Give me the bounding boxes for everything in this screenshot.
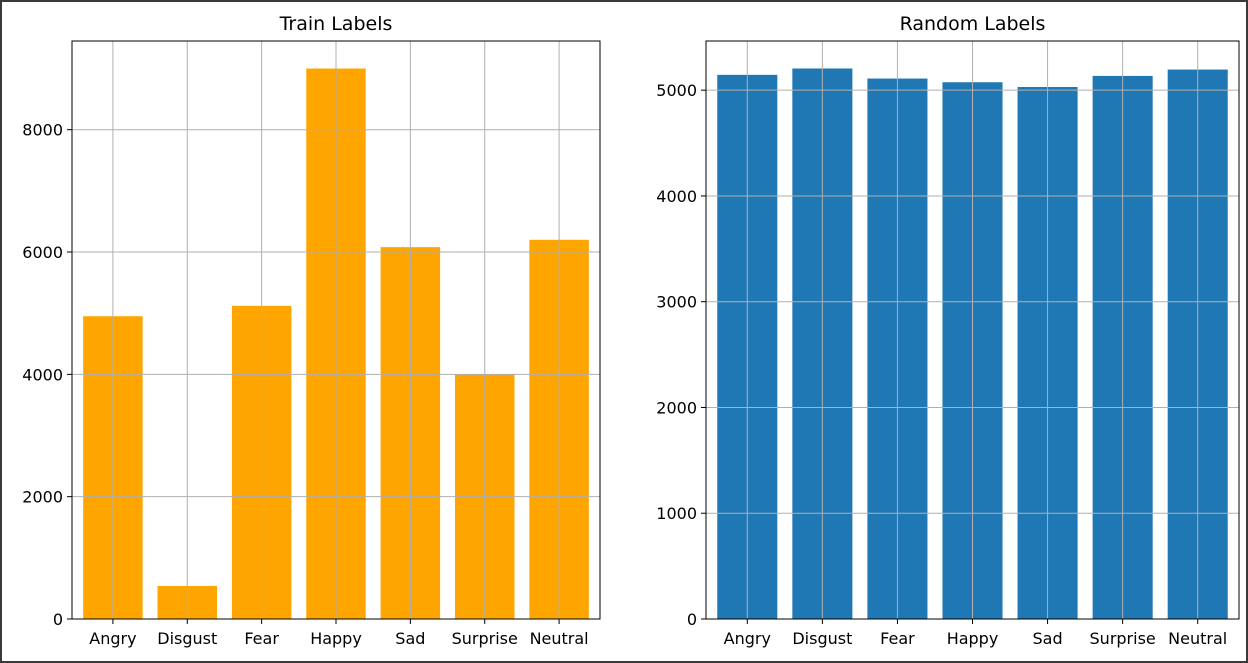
- train-ytick-label: 4000: [22, 365, 63, 384]
- random-ytick-label: 3000: [656, 293, 697, 312]
- train-ytick-label: 8000: [22, 121, 63, 140]
- random-xtick-label-disgust: Disgust: [792, 629, 852, 648]
- random-xtick-label-surprise: Surprise: [1090, 629, 1156, 648]
- train-xtick-label-angry: Angry: [89, 629, 136, 648]
- random-ytick-label: 2000: [656, 398, 697, 417]
- train-ytick-label: 2000: [22, 488, 63, 507]
- random-xtick-label-neutral: Neutral: [1168, 629, 1227, 648]
- train-xtick-label-sad: Sad: [395, 629, 425, 648]
- random-ytick-label: 1000: [656, 504, 697, 523]
- train-ytick-label: 6000: [22, 243, 63, 262]
- random-ytick-label: 4000: [656, 187, 697, 206]
- train-xtick-label-neutral: Neutral: [530, 629, 589, 648]
- random-xtick-label-happy: Happy: [947, 629, 999, 648]
- train-xtick-label-surprise: Surprise: [452, 629, 518, 648]
- train-chart-title: Train Labels: [279, 13, 393, 35]
- left-chart: 0 2000 4000 6000 8000 Angry Disgust Fear Happy Sa…: [22, 13, 601, 648]
- train-xtick-label-disgust: Disgust: [157, 629, 217, 648]
- train-ytick-label: 0: [53, 610, 63, 629]
- random-xtick-label-fear: Fear: [880, 629, 915, 648]
- right-chart: 0 1000 2000 3000 4000 5000 Angry Disgust Fear Hap…: [656, 13, 1240, 648]
- random-ytick-label: 5000: [656, 81, 697, 100]
- random-chart-title: Random Labels: [900, 13, 1046, 35]
- train-xtick-label-happy: Happy: [310, 629, 362, 648]
- train-xtick-label-fear: Fear: [244, 629, 279, 648]
- random-ytick-label: 0: [687, 610, 697, 629]
- random-xtick-label-angry: Angry: [724, 629, 771, 648]
- random-xtick-label-sad: Sad: [1033, 629, 1063, 648]
